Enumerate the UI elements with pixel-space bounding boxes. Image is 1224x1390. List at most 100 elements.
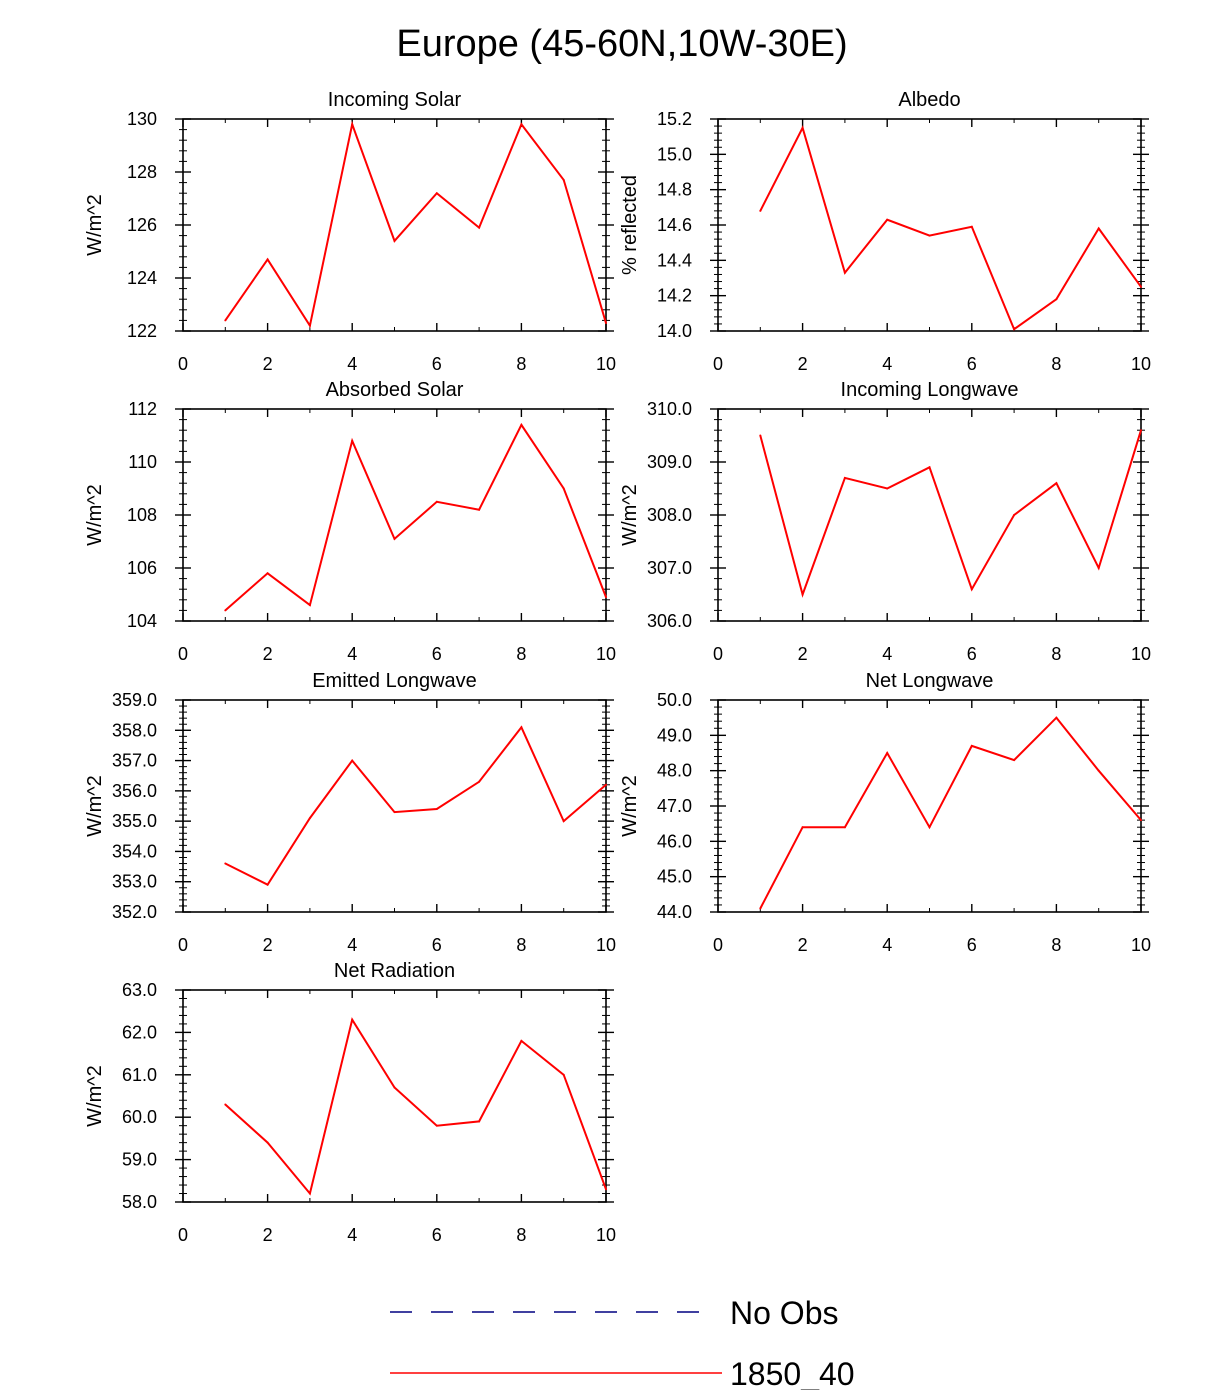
- x-tick-label: 8: [1051, 935, 1061, 955]
- y-tick-label: 14.4: [657, 250, 692, 270]
- data-point: [478, 226, 481, 229]
- panel-title: Absorbed Solar: [326, 379, 464, 401]
- y-tick-label: 48.0: [657, 761, 692, 781]
- data-point: [393, 537, 396, 540]
- series-line: [224, 1017, 607, 1196]
- legend-label: No Obs: [730, 1295, 838, 1331]
- y-axis-label: W/m^2: [84, 194, 106, 256]
- data-point: [224, 1103, 227, 1106]
- x-tick-label: 2: [263, 1225, 273, 1245]
- x-tick-label: 0: [713, 644, 723, 664]
- x-tick-label: 6: [432, 354, 442, 374]
- panel-title: Incoming Solar: [328, 89, 462, 111]
- data-point: [351, 439, 354, 442]
- series-line: [224, 120, 607, 329]
- data-point: [520, 123, 523, 126]
- y-tick-label: 112: [128, 399, 157, 419]
- y-tick-label: 15.2: [657, 109, 692, 129]
- data-point: [224, 609, 227, 612]
- chart-panels: 0 2 4 6 8 10 122 124 126 128 130 Incoming Solar W/m^…: [84, 89, 1151, 1245]
- data-point: [435, 192, 438, 195]
- y-tick-label: 47.0: [657, 796, 692, 816]
- legend: No Obs 1850_40: [390, 1295, 855, 1390]
- data-point: [562, 1073, 565, 1076]
- y-axis-label: W/m^2: [84, 484, 106, 546]
- x-tick-label: 2: [263, 644, 273, 664]
- y-tick-label: 44.0: [657, 902, 692, 922]
- y-tick-label: 308.0: [647, 505, 692, 525]
- y-tick-label: 353.0: [112, 872, 157, 892]
- y-tick-label: 63.0: [122, 980, 157, 1000]
- data-point: [970, 744, 973, 747]
- data-point: [266, 1141, 269, 1144]
- data-point: [605, 596, 607, 599]
- data-point: [393, 811, 396, 814]
- y-tick-label: 62.0: [122, 1022, 157, 1042]
- data-point: [308, 324, 311, 327]
- series-line: [759, 429, 1142, 598]
- chart-panel-1: 0 2 4 6 8 10 122 124 126 128 130 Incoming Solar W/m^…: [84, 89, 616, 374]
- x-tick-label: 0: [178, 935, 188, 955]
- data-point: [886, 218, 889, 221]
- data-point: [520, 1039, 523, 1042]
- data-point: [928, 826, 931, 829]
- y-tick-label: 61.0: [122, 1065, 157, 1085]
- y-tick-label: 354.0: [112, 841, 157, 861]
- y-tick-label: 104: [127, 611, 157, 631]
- data-point: [1055, 482, 1058, 485]
- data-point: [1140, 819, 1142, 822]
- legend-label: 1850_40: [730, 1356, 855, 1390]
- y-tick-label: 60.0: [122, 1107, 157, 1127]
- x-tick-label: 0: [713, 354, 723, 374]
- data-point: [520, 423, 523, 426]
- data-point: [1055, 298, 1058, 301]
- x-tick-label: 10: [596, 354, 616, 374]
- y-tick-label: 15.0: [657, 144, 692, 164]
- series-line: [759, 716, 1142, 909]
- y-tick-label: 14.2: [657, 286, 692, 306]
- y-tick-label: 110: [128, 452, 157, 472]
- panel-title: Net Radiation: [334, 960, 455, 982]
- data-point: [224, 862, 227, 865]
- y-axis-label: % reflected: [619, 175, 641, 275]
- y-tick-label: 50.0: [657, 690, 692, 710]
- x-tick-label: 6: [967, 354, 977, 374]
- data-point: [970, 225, 973, 228]
- x-tick-label: 8: [1051, 354, 1061, 374]
- y-tick-label: 14.8: [657, 180, 692, 200]
- y-tick-label: 14.0: [657, 321, 692, 341]
- x-tick-label: 6: [967, 935, 977, 955]
- y-tick-label: 59.0: [122, 1150, 157, 1170]
- y-tick-label: 106: [127, 558, 157, 578]
- data-point: [801, 126, 804, 129]
- data-point: [843, 476, 846, 479]
- data-point: [1097, 227, 1100, 230]
- y-tick-label: 45.0: [657, 867, 692, 887]
- x-tick-label: 0: [178, 1225, 188, 1245]
- x-tick-label: 2: [263, 935, 273, 955]
- y-tick-label: 357.0: [112, 751, 157, 771]
- panel-title: Emitted Longwave: [312, 670, 477, 692]
- y-axis-label: W/m^2: [619, 775, 641, 837]
- y-tick-label: 128: [127, 162, 157, 182]
- y-tick-label: 124: [127, 268, 157, 288]
- series-line: [759, 125, 1142, 331]
- data-point: [1097, 769, 1100, 772]
- data-point: [562, 487, 565, 490]
- data-point: [266, 883, 269, 886]
- x-tick-label: 0: [178, 354, 188, 374]
- data-point: [759, 209, 762, 212]
- data-point: [928, 466, 931, 469]
- figure-title: Europe (45-60N,10W-30E): [396, 23, 847, 65]
- x-tick-label: 10: [596, 644, 616, 664]
- data-point: [393, 1086, 396, 1089]
- plot-frame: [182, 699, 607, 913]
- data-point: [308, 817, 311, 820]
- data-point: [478, 780, 481, 783]
- chart-panel-5: 0 2 4 6 8 10 352.0 353.0 354.0 355.0 356.0 357.0 358…: [84, 670, 616, 955]
- data-point: [759, 907, 762, 910]
- x-tick-label: 8: [516, 1225, 526, 1245]
- chart-panel-2: 0 2 4 6 8 10 14.0 14.2 14.4 14.6 14.8 15.0 15.2 Albed…: [619, 89, 1151, 374]
- x-tick-label: 6: [432, 935, 442, 955]
